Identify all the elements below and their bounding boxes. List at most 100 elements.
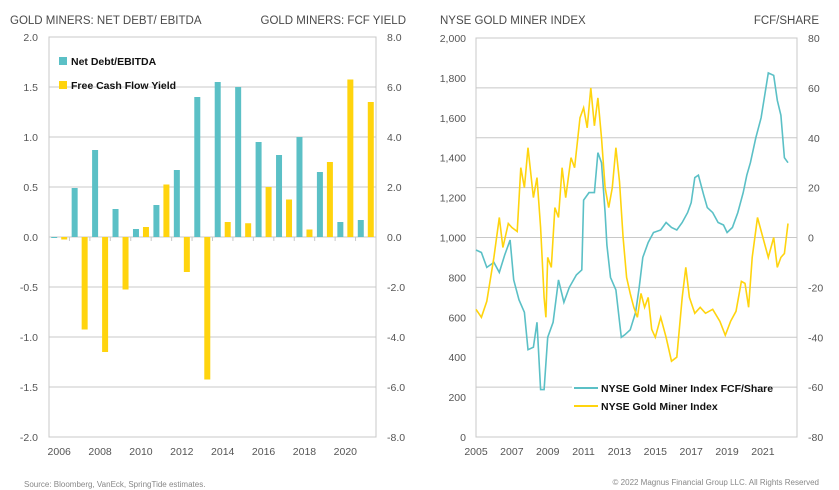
bar-net-debt-2021	[357, 220, 364, 237]
y-tick-left: 400	[448, 352, 466, 364]
x-tick-label: 2019	[715, 446, 739, 458]
right-chart-title-right: FCF/SHARE	[754, 15, 820, 27]
x-tick-label: 2005	[464, 446, 488, 458]
y-tick-right: 40	[808, 133, 820, 145]
y-tick-left: 600	[448, 312, 466, 324]
bar-net-debt-2011	[153, 205, 160, 237]
bar-fcf-yield-2020	[347, 79, 354, 237]
y-tick-right: -4.0	[387, 332, 405, 344]
bar-fcf-yield-2019	[326, 162, 333, 237]
bar-net-debt-2013	[194, 97, 201, 237]
y-tick-right: -40	[808, 332, 823, 344]
y-tick-left: 0.0	[23, 232, 38, 244]
y-tick-right: -8.0	[387, 432, 405, 444]
bar-net-debt-2017	[276, 155, 283, 237]
y-tick-right: 0.0	[387, 232, 402, 244]
bar-net-debt-2020	[337, 222, 344, 237]
y-tick-right: 80	[808, 33, 820, 45]
y-tick-left: 2,000	[440, 33, 466, 45]
y-tick-left: 1,200	[440, 193, 466, 205]
legend-fcf-share: NYSE Gold Miner Index FCF/Share	[601, 383, 773, 395]
bar-net-debt-2016	[255, 142, 262, 237]
bar-fcf-yield-2007	[81, 237, 88, 330]
y-tick-right: 20	[808, 183, 820, 195]
copyright: © 2022 Magnus Financial Group LLC. All R…	[613, 478, 819, 487]
y-tick-left: 200	[448, 392, 466, 404]
legend-swatch-net-debt	[59, 57, 67, 65]
legend-index: NYSE Gold Miner Index	[601, 401, 718, 413]
bar-fcf-yield-2008	[102, 237, 109, 352]
source-note: Source: Bloomberg, VanEck, SpringTide es…	[24, 480, 205, 489]
bar-fcf-yield-2017	[286, 199, 293, 237]
y-tick-left: 0	[460, 432, 466, 444]
y-tick-right: 2.0	[387, 182, 402, 194]
bar-net-debt-2019	[316, 172, 323, 237]
x-tick-label: 2020	[334, 446, 358, 458]
bar-net-debt-2010	[132, 229, 139, 237]
y-tick-left: 1,000	[440, 233, 466, 245]
left-chart-title-right: GOLD MINERS: FCF YIELD	[261, 15, 406, 27]
line-fcf-share	[475, 71, 789, 391]
bar-fcf-yield-2013	[204, 237, 211, 380]
y-tick-left: 1.0	[23, 132, 38, 144]
y-tick-right: 8.0	[387, 32, 402, 44]
right-legend-bg	[572, 378, 752, 414]
y-tick-left: -1.5	[20, 382, 38, 394]
bar-fcf-yield-2014	[224, 222, 231, 237]
bar-net-debt-2009	[112, 209, 119, 237]
y-tick-right: 0	[808, 233, 814, 245]
y-tick-left: -0.5	[20, 282, 38, 294]
y-tick-right: 60	[808, 83, 820, 95]
x-tick-label: 2008	[88, 446, 112, 458]
x-tick-label: 2013	[608, 446, 632, 458]
bar-net-debt-2018	[296, 137, 303, 237]
legend-swatch-fcf-yield	[59, 81, 67, 89]
bar-fcf-yield-2015	[245, 223, 252, 237]
bar-fcf-yield-2021	[367, 102, 374, 237]
x-tick-label: 2015	[644, 446, 668, 458]
bar-fcf-yield-2018	[306, 229, 313, 237]
y-tick-left: 1,400	[440, 153, 466, 165]
bar-net-debt-2015	[235, 87, 242, 237]
y-tick-left: 1.5	[23, 82, 38, 94]
y-tick-right: -80	[808, 432, 823, 444]
x-tick-label: 2012	[170, 446, 194, 458]
left-chart: 2.0 8.0 1.5 6.0 1.0 4.0 0.5 2.0 0.0 0.0 -0.5 -2.0 -1…	[20, 32, 405, 458]
right-chart-title-left: NYSE GOLD MINER INDEX	[440, 15, 586, 27]
y-tick-left: 1,600	[440, 113, 466, 125]
x-tick-label: 2017	[680, 446, 704, 458]
bar-fcf-yield-2016	[265, 187, 272, 237]
bar-fcf-yield-2009	[122, 237, 129, 290]
y-tick-right: -6.0	[387, 382, 405, 394]
bar-net-debt-2008	[92, 150, 99, 237]
bar-net-debt-2007	[71, 188, 78, 237]
x-tick-label: 2006	[48, 446, 72, 458]
y-tick-left: -1.0	[20, 332, 38, 344]
x-tick-label: 2021	[751, 446, 775, 458]
y-tick-right: -20	[808, 282, 823, 294]
bar-net-debt-2012	[173, 170, 180, 237]
x-tick-label: 2009	[536, 446, 560, 458]
bar-fcf-yield-2011	[163, 184, 170, 237]
x-tick-label: 2007	[500, 446, 524, 458]
bar-net-debt-2006	[51, 237, 58, 238]
y-tick-right: 6.0	[387, 82, 402, 94]
legend-net-debt: Net Debt/EBITDA	[71, 56, 157, 68]
x-tick-label: 2016	[252, 446, 276, 458]
x-tick-label: 2018	[293, 446, 317, 458]
bar-net-debt-2014	[214, 82, 221, 237]
y-tick-right: -2.0	[387, 282, 405, 294]
x-tick-label: 2010	[129, 446, 153, 458]
plot-frame	[475, 37, 798, 438]
y-tick-left: 800	[448, 272, 466, 284]
legend-fcf-yield: Free Cash Flow Yield	[71, 80, 176, 92]
y-tick-left: 2.0	[23, 32, 38, 44]
y-tick-left: 0.5	[23, 182, 38, 194]
bar-fcf-yield-2006	[61, 237, 68, 240]
line-gold-miner-index	[475, 87, 789, 363]
y-tick-right: 4.0	[387, 132, 402, 144]
x-tick-label: 2011	[572, 446, 595, 458]
y-tick-left: 1,800	[440, 73, 466, 85]
